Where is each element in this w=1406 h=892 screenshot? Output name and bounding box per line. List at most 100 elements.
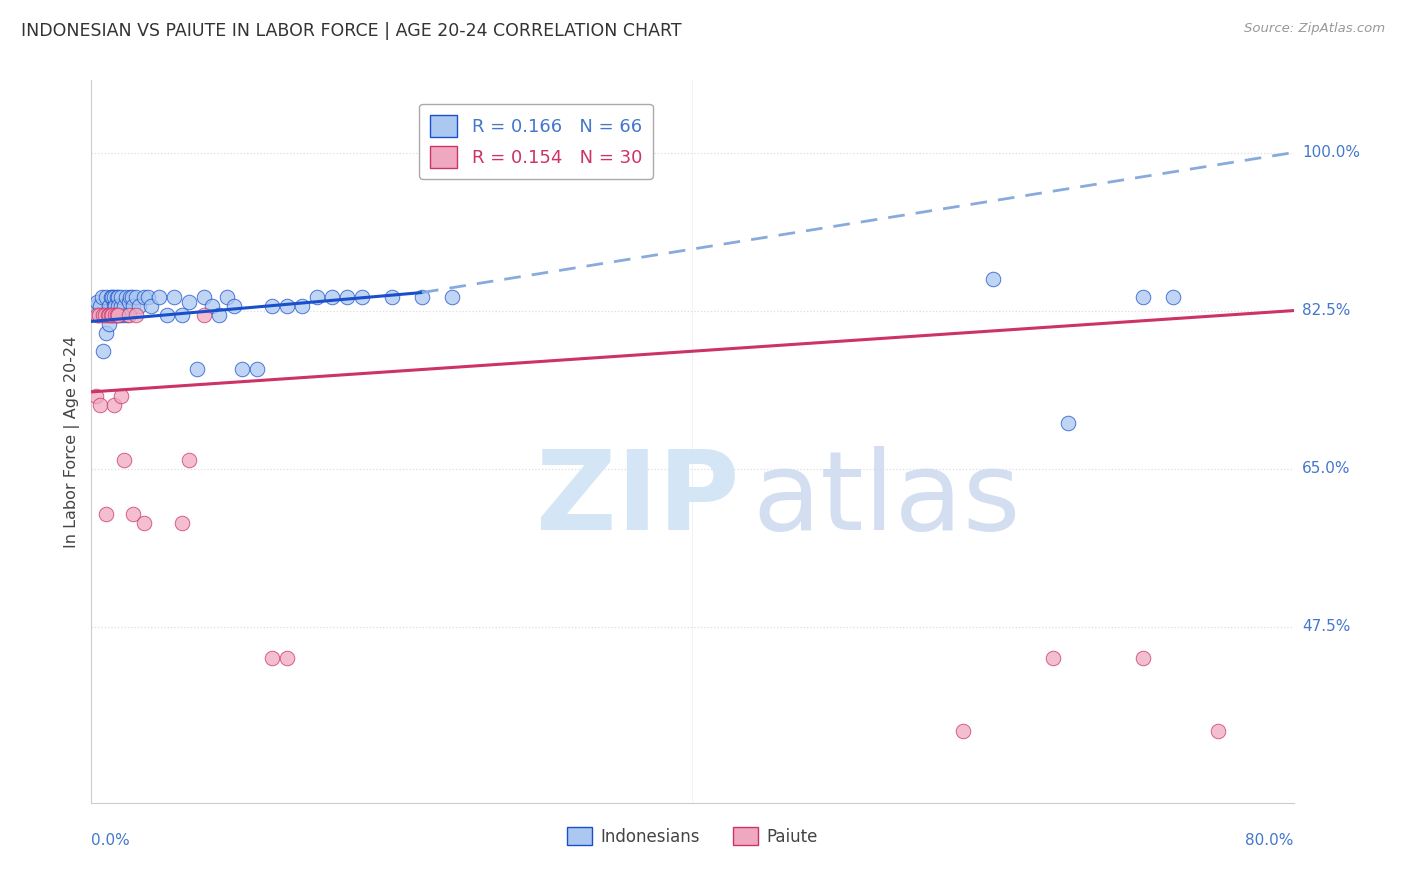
Point [100,308,122,322]
Point [114,299,136,313]
Text: 82.5%: 82.5% [1302,303,1350,318]
Point [260,651,283,665]
Point [208,308,231,322]
Point [118,308,141,322]
Point [107,299,129,313]
Point [111,308,134,322]
Point [108,308,131,322]
Point [117,308,139,322]
Point [141,299,163,313]
Text: 0.0%: 0.0% [91,833,131,848]
Point [981,272,1004,286]
Text: Source: ZipAtlas.com: Source: ZipAtlas.com [1244,22,1385,36]
Point [105,308,128,322]
Point [186,362,208,376]
Point [170,308,193,322]
Point [276,299,298,313]
Point [321,290,343,304]
Point [1161,290,1184,304]
Point [440,290,463,304]
Point [125,308,148,322]
Point [89,299,111,313]
Point [87,308,110,322]
Point [90,290,112,304]
Text: 65.0%: 65.0% [1302,461,1350,476]
Point [1042,651,1064,665]
Point [98,317,121,331]
Point [305,290,328,304]
Point [1132,651,1154,665]
Point [86,294,108,309]
Point [115,290,138,304]
Point [121,290,143,304]
Point [231,362,253,376]
Point [163,290,186,304]
Point [118,294,141,309]
Text: 80.0%: 80.0% [1246,833,1294,848]
Point [132,290,155,304]
Point [122,507,145,521]
Point [87,308,110,322]
Point [381,290,404,304]
Point [1132,290,1154,304]
Point [103,290,125,304]
Point [952,723,974,738]
Point [336,290,359,304]
Point [107,290,129,304]
Point [93,344,115,359]
Point [107,308,129,322]
Point [84,389,107,403]
Point [193,290,215,304]
Point [177,452,200,467]
Point [110,299,132,313]
Point [98,308,121,322]
Point [104,299,127,313]
Point [89,398,111,412]
Point [104,308,127,322]
Point [97,303,120,318]
Point [276,651,298,665]
Text: 100.0%: 100.0% [1302,145,1360,160]
Point [94,308,117,322]
Point [114,452,136,467]
Point [291,299,314,313]
Point [411,290,433,304]
Point [1057,417,1080,431]
Point [98,299,121,313]
Point [96,326,118,341]
Point [86,308,108,322]
Text: 47.5%: 47.5% [1302,619,1350,634]
Point [101,308,124,322]
Point [193,308,215,322]
Y-axis label: In Labor Force | Age 20-24: In Labor Force | Age 20-24 [65,335,80,548]
Point [97,308,120,322]
Point [246,362,269,376]
Point [103,299,125,313]
Point [132,516,155,530]
Point [170,516,193,530]
Point [93,308,115,322]
Text: ZIP: ZIP [536,446,740,553]
Point [128,299,150,313]
Point [105,308,128,322]
Point [100,290,122,304]
Point [350,290,373,304]
Point [120,290,142,304]
Point [105,290,128,304]
Point [104,308,127,322]
Point [138,290,160,304]
Point [101,290,124,304]
Point [96,290,118,304]
Point [125,290,148,304]
Point [215,290,238,304]
Point [96,507,118,521]
Point [94,308,117,322]
Point [155,308,177,322]
Point [260,299,283,313]
Point [177,294,200,309]
Point [84,299,107,313]
Legend: Indonesians, Paiute: Indonesians, Paiute [561,821,824,852]
Point [103,398,125,412]
Point [122,299,145,313]
Text: atlas: atlas [752,446,1021,553]
